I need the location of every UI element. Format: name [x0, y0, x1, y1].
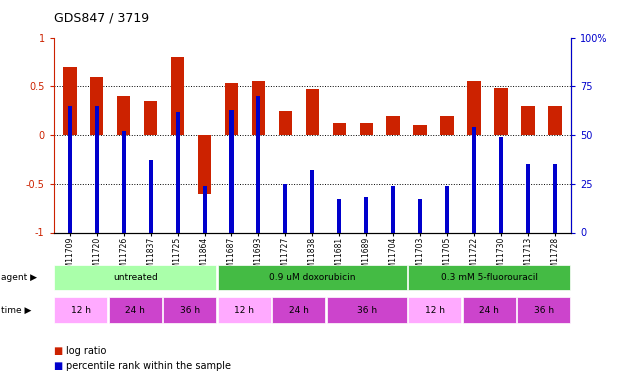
Text: 12 h: 12 h: [425, 306, 445, 315]
Bar: [117, 96, 131, 135]
Bar: [408, 266, 570, 290]
Bar: [360, 123, 373, 135]
Bar: [149, 160, 153, 232]
Bar: [90, 76, 103, 135]
Bar: [171, 57, 184, 135]
Bar: [463, 297, 516, 323]
Text: 36 h: 36 h: [357, 306, 377, 315]
Bar: [122, 131, 126, 232]
Text: 12 h: 12 h: [234, 306, 254, 315]
Bar: [218, 266, 407, 290]
Text: ■: ■: [54, 346, 66, 356]
Bar: [418, 200, 422, 232]
Text: 24 h: 24 h: [480, 306, 499, 315]
Text: GDS847 / 3719: GDS847 / 3719: [54, 11, 149, 24]
Text: 24 h: 24 h: [289, 306, 309, 315]
Text: 36 h: 36 h: [534, 306, 554, 315]
Bar: [283, 184, 287, 232]
Bar: [494, 88, 508, 135]
Bar: [203, 186, 206, 232]
Bar: [230, 110, 233, 232]
Bar: [95, 106, 99, 232]
Bar: [68, 106, 72, 232]
Bar: [144, 101, 157, 135]
Text: log ratio: log ratio: [66, 346, 107, 356]
Bar: [468, 81, 481, 135]
Text: 36 h: 36 h: [180, 306, 200, 315]
Bar: [327, 297, 407, 323]
Bar: [333, 123, 346, 135]
Bar: [225, 83, 239, 135]
Text: percentile rank within the sample: percentile rank within the sample: [66, 361, 231, 371]
Bar: [408, 297, 461, 323]
Bar: [391, 186, 395, 232]
Bar: [175, 112, 180, 232]
Bar: [54, 297, 107, 323]
Bar: [521, 106, 534, 135]
Bar: [386, 116, 400, 135]
Bar: [198, 135, 211, 194]
Bar: [338, 200, 341, 232]
Text: untreated: untreated: [113, 273, 158, 282]
Bar: [499, 137, 503, 232]
Bar: [548, 106, 562, 135]
Text: 12 h: 12 h: [71, 306, 91, 315]
Bar: [310, 170, 314, 232]
Bar: [218, 297, 271, 323]
Bar: [440, 116, 454, 135]
Text: 0.9 uM doxorubicin: 0.9 uM doxorubicin: [269, 273, 356, 282]
Bar: [109, 297, 162, 323]
Bar: [163, 297, 216, 323]
Bar: [54, 266, 216, 290]
Bar: [472, 127, 476, 232]
Bar: [517, 297, 570, 323]
Text: agent ▶: agent ▶: [1, 273, 37, 282]
Bar: [553, 164, 557, 232]
Bar: [256, 96, 261, 232]
Bar: [445, 186, 449, 232]
Bar: [364, 197, 369, 232]
Bar: [63, 67, 76, 135]
Text: 24 h: 24 h: [126, 306, 145, 315]
Bar: [526, 164, 530, 232]
Bar: [279, 111, 292, 135]
Text: time ▶: time ▶: [1, 306, 31, 315]
Text: 0.3 mM 5-fluorouracil: 0.3 mM 5-fluorouracil: [441, 273, 538, 282]
Bar: [273, 297, 325, 323]
Bar: [252, 81, 265, 135]
Bar: [413, 125, 427, 135]
Bar: [305, 89, 319, 135]
Text: ■: ■: [54, 361, 66, 371]
